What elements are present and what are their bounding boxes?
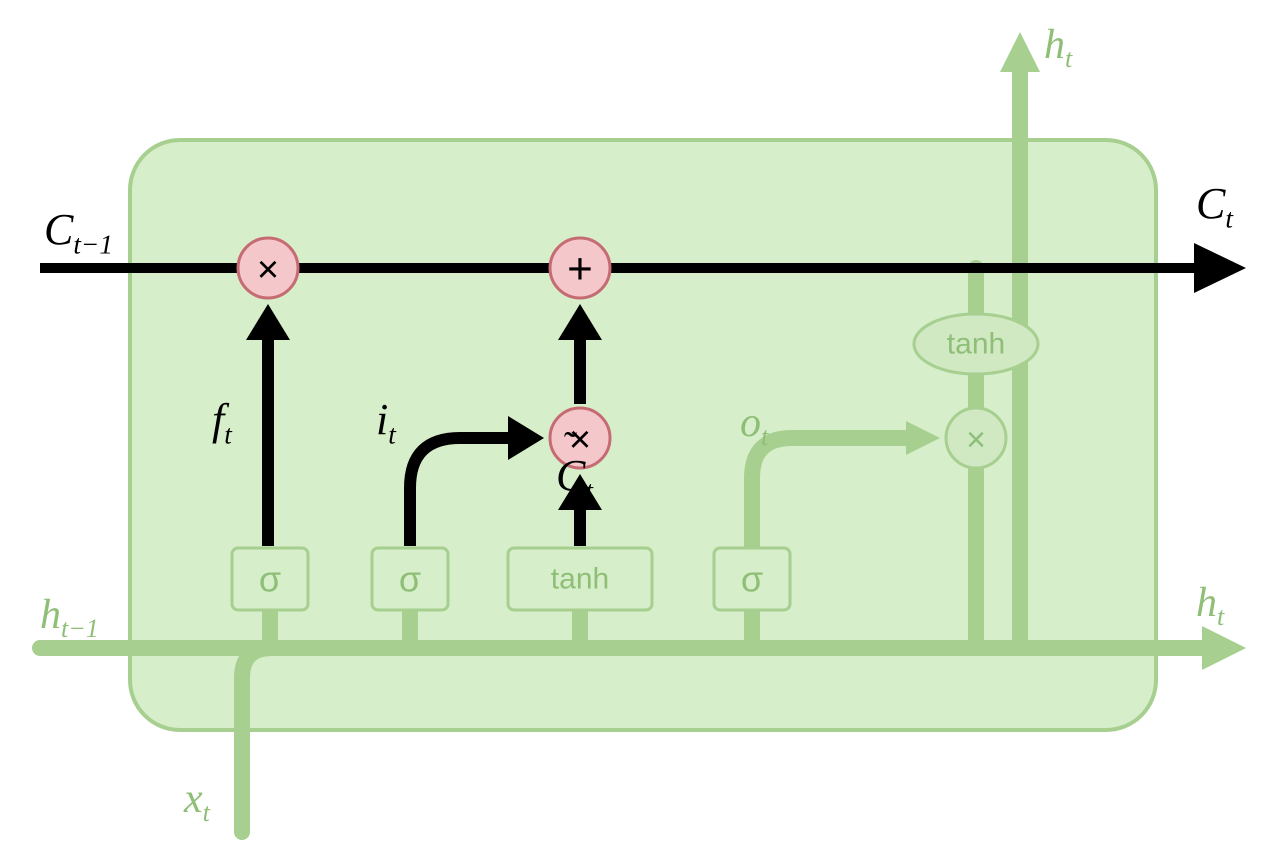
op-plus-symbol: + [567, 245, 593, 294]
svg-text:Ct−1: Ct−1 [44, 205, 113, 260]
gate-sigma3-label: σ [741, 559, 763, 600]
op-forget_mult-symbol: × [257, 249, 279, 291]
label-C-out: Ct [1196, 179, 1234, 234]
gate-sigma2-label: σ [399, 559, 421, 600]
label-h-prev: ht−1 [40, 592, 99, 643]
svg-text:×: × [966, 421, 986, 459]
gate-tanh-label: tanh [551, 563, 609, 596]
svg-text:ht: ht [1044, 22, 1073, 73]
label-h-top: ht [1044, 22, 1073, 73]
tanh-ellipse-label: tanh [947, 328, 1005, 361]
svg-text:ht−1: ht−1 [40, 592, 99, 643]
svg-text:xt: xt [183, 776, 211, 827]
label-x-in: xt [183, 776, 211, 827]
svg-text:ht: ht [1196, 580, 1225, 631]
svg-text:Ct: Ct [1196, 179, 1234, 234]
label-C-prev: Ct−1 [44, 205, 113, 260]
label-h-out: ht [1196, 580, 1225, 631]
svg-text:˜: ˜ [564, 423, 577, 467]
gate-sigma1-label: σ [259, 559, 281, 600]
